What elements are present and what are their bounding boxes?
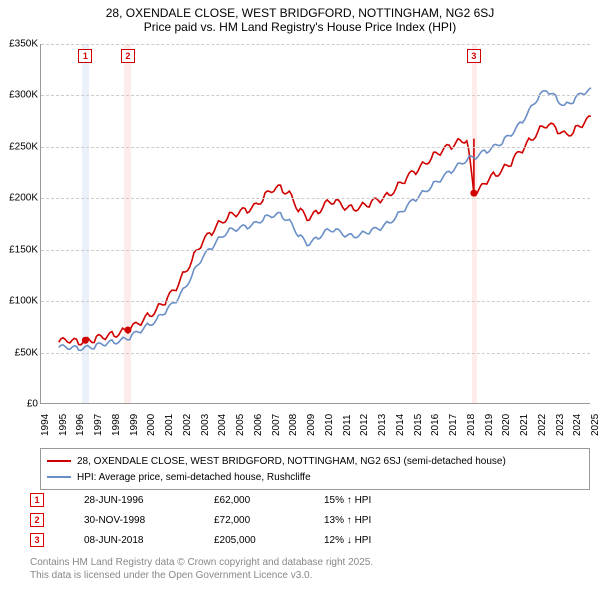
x-tick-label: 2015: [413, 414, 424, 436]
table-pct: 12% ↓ HPI: [324, 535, 444, 546]
x-tick-label: 2018: [466, 414, 477, 436]
legend-swatch-hpi: [47, 476, 71, 478]
table-pct: 13% ↑ HPI: [324, 515, 444, 526]
x-tick-label: 1999: [129, 414, 140, 436]
title-address: 28, OXENDALE CLOSE, WEST BRIDGFORD, NOTT…: [0, 6, 600, 20]
x-tick-label: 2017: [448, 414, 459, 436]
gridline: [41, 250, 590, 251]
y-tick-label: £100K: [9, 296, 38, 307]
x-tick-label: 2009: [306, 414, 317, 436]
legend-label-price: 28, OXENDALE CLOSE, WEST BRIDGFORD, NOTT…: [77, 456, 506, 467]
table-marker: 1: [30, 493, 44, 507]
table-pct: 15% ↑ HPI: [324, 495, 444, 506]
footer-line2: This data is licensed under the Open Gov…: [30, 569, 373, 582]
gridline: [41, 44, 590, 45]
legend-row-price: 28, OXENDALE CLOSE, WEST BRIDGFORD, NOTT…: [47, 453, 583, 469]
y-tick-label: £350K: [9, 39, 38, 50]
legend-swatch-price: [47, 460, 71, 462]
table-date: 28-JUN-1996: [84, 495, 214, 506]
x-tick-label: 2003: [200, 414, 211, 436]
x-tick-label: 2014: [395, 414, 406, 436]
chart-container: 28, OXENDALE CLOSE, WEST BRIDGFORD, NOTT…: [0, 0, 600, 590]
table-date: 30-NOV-1998: [84, 515, 214, 526]
x-tick-label: 1998: [111, 414, 122, 436]
event-marker: 1: [78, 49, 92, 63]
gridline: [41, 95, 590, 96]
x-tick-label: 2001: [164, 414, 175, 436]
y-tick-label: £150K: [9, 244, 38, 255]
x-tick-label: 2005: [235, 414, 246, 436]
x-tick-label: 2010: [324, 414, 335, 436]
chart-svg: [41, 44, 590, 403]
table-row: 3 08-JUN-2018 £205,000 12% ↓ HPI: [30, 530, 444, 550]
gridline: [41, 301, 590, 302]
title-subtitle: Price paid vs. HM Land Registry's House …: [0, 20, 600, 34]
x-tick-label: 2020: [501, 414, 512, 436]
x-tick-label: 2004: [217, 414, 228, 436]
x-tick-label: 2024: [572, 414, 583, 436]
x-tick-label: 2019: [484, 414, 495, 436]
x-tick-label: 2002: [182, 414, 193, 436]
table-price: £72,000: [214, 515, 324, 526]
table-marker: 2: [30, 513, 44, 527]
x-tick-label: 2013: [377, 414, 388, 436]
x-tick-label: 2022: [537, 414, 548, 436]
y-tick-label: £300K: [9, 90, 38, 101]
x-tick-label: 2007: [271, 414, 282, 436]
x-tick-label: 1997: [93, 414, 104, 436]
x-tick-label: 1994: [40, 414, 51, 436]
event-marker: 2: [121, 49, 135, 63]
sale-dot: [124, 326, 131, 333]
footer-line1: Contains HM Land Registry data © Crown c…: [30, 556, 373, 569]
y-tick-label: £200K: [9, 193, 38, 204]
y-tick-label: £250K: [9, 141, 38, 152]
chart-plot-area: 1 2 3: [40, 44, 590, 404]
x-tick-label: 1995: [58, 414, 69, 436]
legend-row-hpi: HPI: Average price, semi-detached house,…: [47, 469, 583, 485]
gridline: [41, 198, 590, 199]
gridline: [41, 353, 590, 354]
x-tick-label: 2016: [430, 414, 441, 436]
legend: 28, OXENDALE CLOSE, WEST BRIDGFORD, NOTT…: [40, 448, 590, 490]
footer-attribution: Contains HM Land Registry data © Crown c…: [30, 556, 373, 582]
series-line-hpi: [59, 88, 591, 351]
table-row: 1 28-JUN-1996 £62,000 15% ↑ HPI: [30, 490, 444, 510]
x-tick-label: 2023: [555, 414, 566, 436]
x-tick-label: 2021: [519, 414, 530, 436]
title-block: 28, OXENDALE CLOSE, WEST BRIDGFORD, NOTT…: [0, 0, 600, 34]
sale-dot: [82, 337, 89, 344]
table-price: £205,000: [214, 535, 324, 546]
x-tick-label: 1996: [75, 414, 86, 436]
table-price: £62,000: [214, 495, 324, 506]
table-marker: 3: [30, 533, 44, 547]
x-tick-label: 2011: [342, 414, 353, 436]
sales-table: 1 28-JUN-1996 £62,000 15% ↑ HPI 2 30-NOV…: [30, 490, 444, 550]
x-tick-label: 2008: [288, 414, 299, 436]
x-tick-label: 2000: [146, 414, 157, 436]
y-tick-label: £50K: [15, 347, 38, 358]
table-row: 2 30-NOV-1998 £72,000 13% ↑ HPI: [30, 510, 444, 530]
x-tick-label: 2006: [253, 414, 264, 436]
table-date: 08-JUN-2018: [84, 535, 214, 546]
x-tick-label: 2025: [590, 414, 600, 436]
y-tick-label: £0: [27, 399, 38, 410]
legend-label-hpi: HPI: Average price, semi-detached house,…: [77, 472, 311, 483]
gridline: [41, 147, 590, 148]
event-marker: 3: [467, 49, 481, 63]
x-tick-label: 2012: [359, 414, 370, 436]
